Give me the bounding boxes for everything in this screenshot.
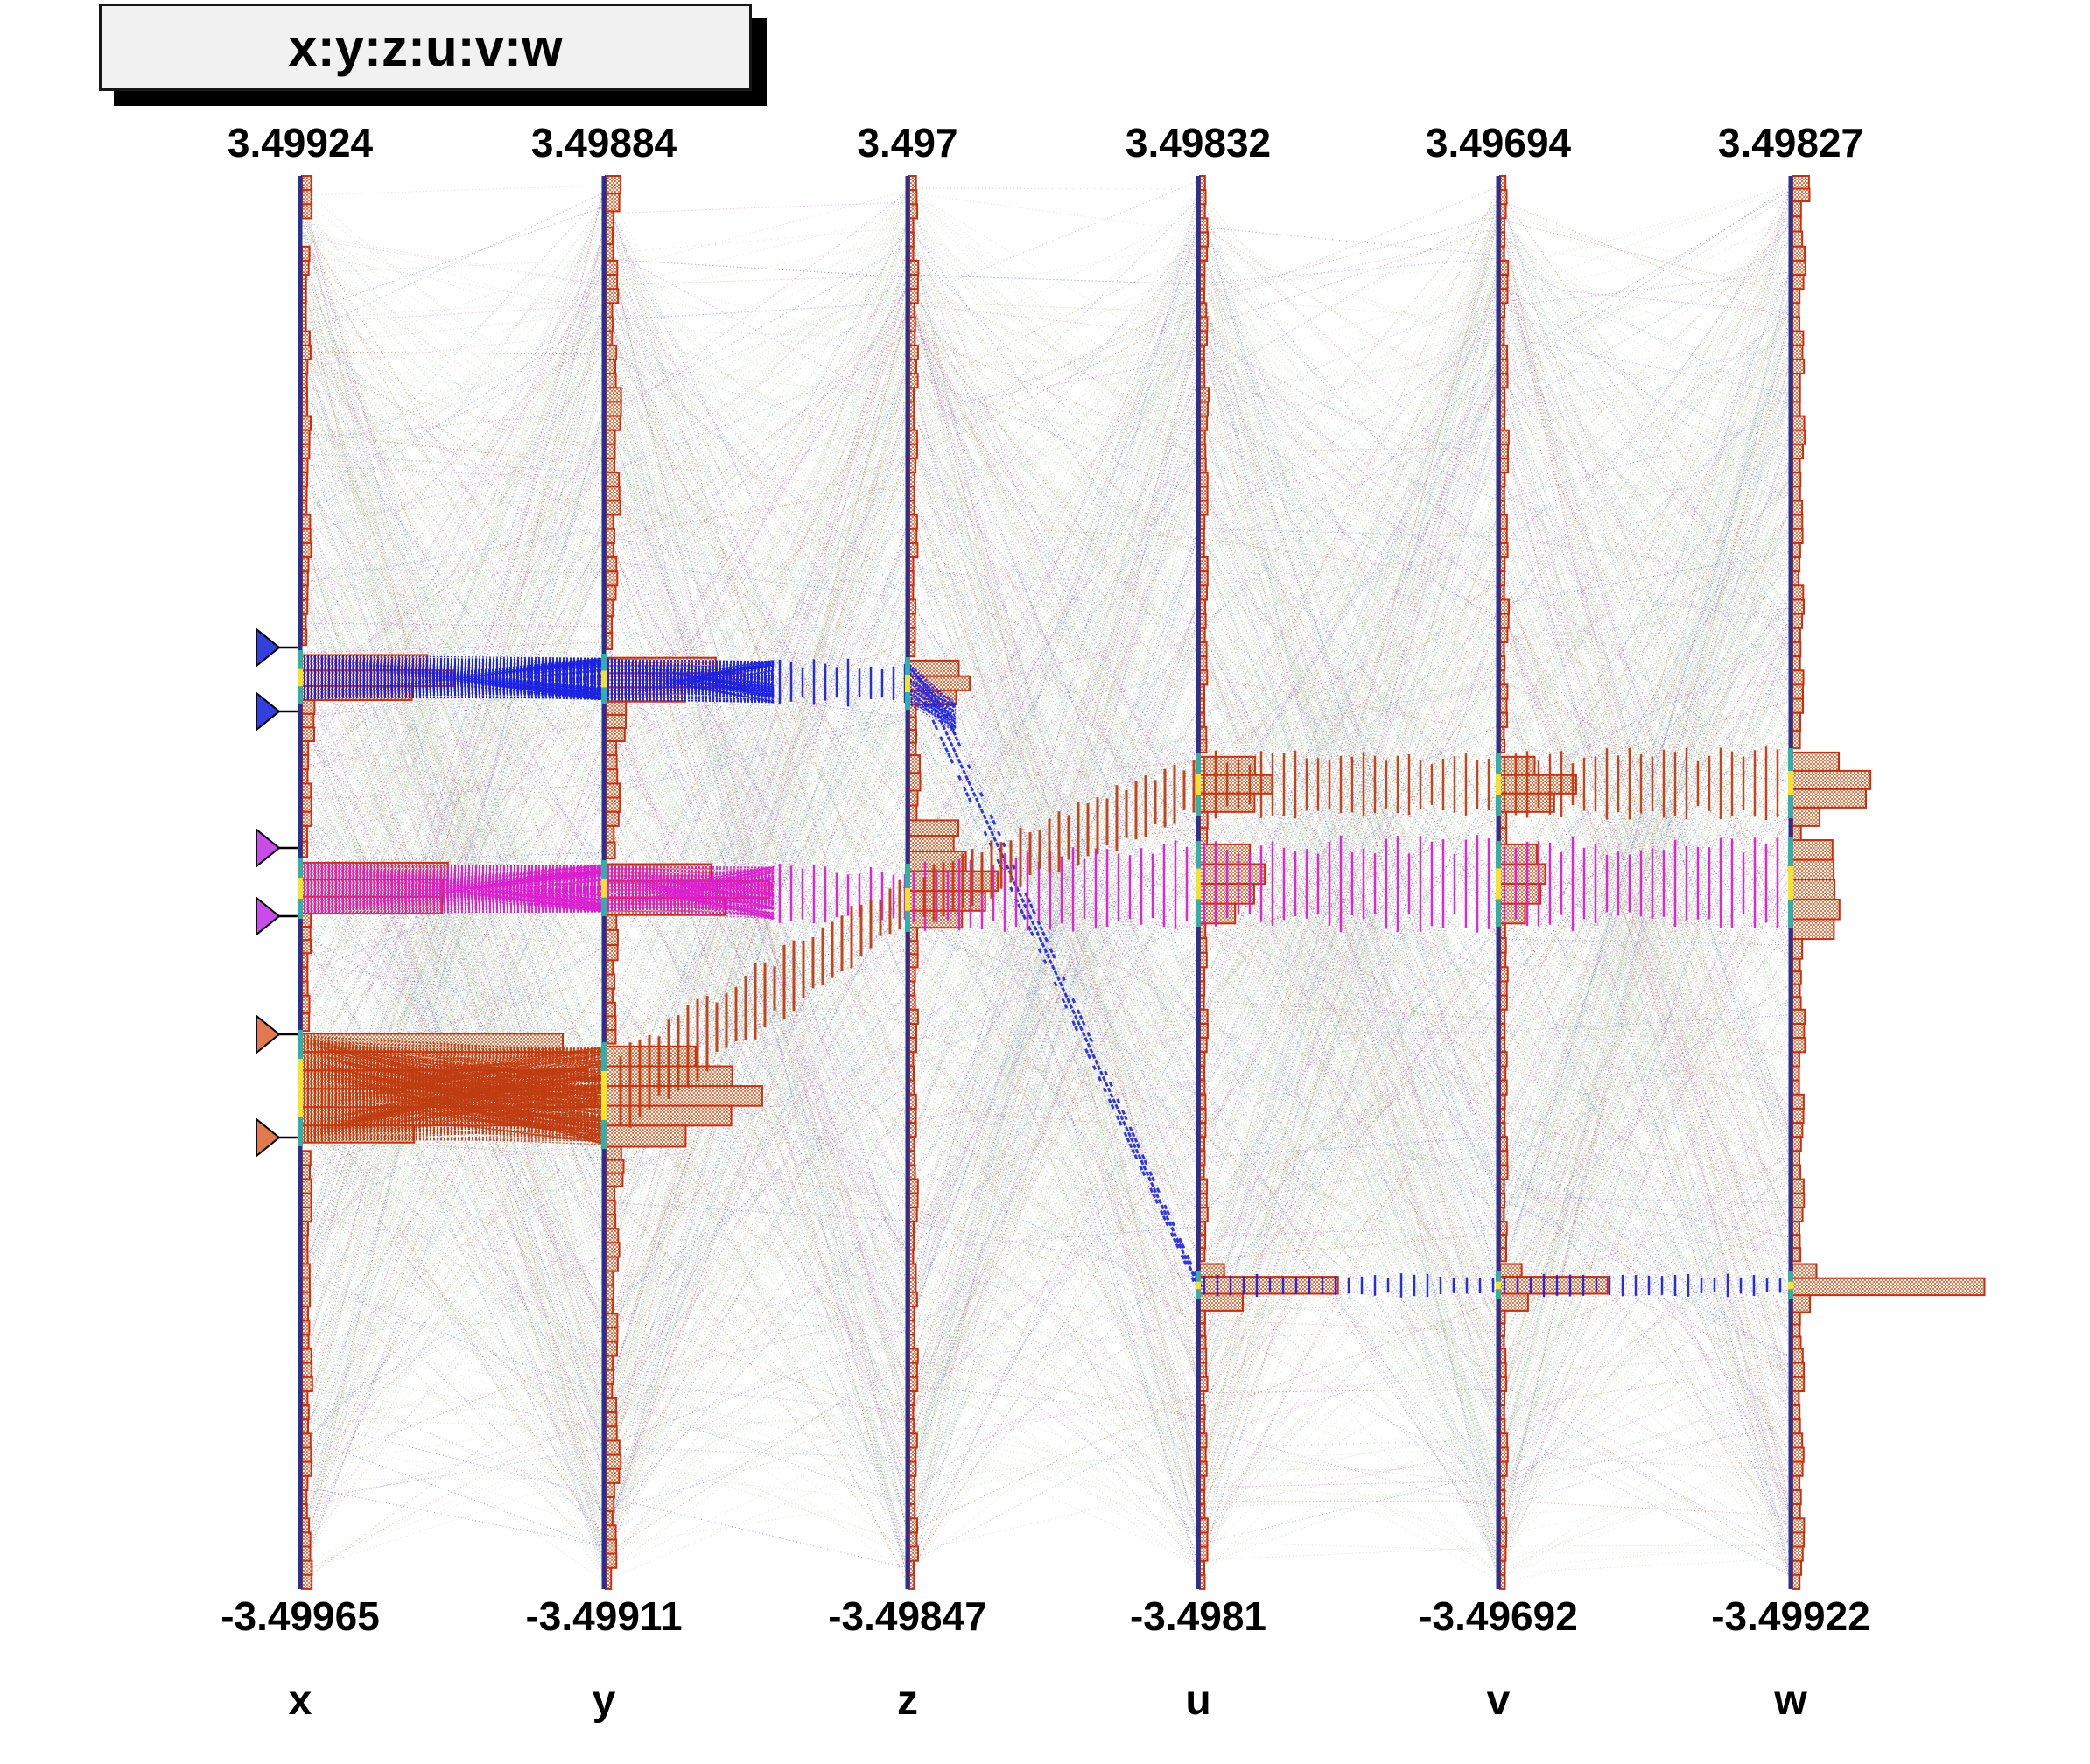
brush-extent-edge <box>1196 1271 1201 1282</box>
brush-extent-edge <box>601 1120 607 1149</box>
brush-extent-core <box>298 1059 303 1117</box>
brush-handle-blue-top[interactable] <box>256 629 279 666</box>
brush-extent-edge <box>1788 900 1793 928</box>
brush-handle-orange-top[interactable] <box>256 1016 279 1053</box>
brush-extent-edge <box>905 657 910 675</box>
brush-extent-edge <box>1196 752 1201 774</box>
title-box: x:y:z:u:v:w <box>99 4 752 91</box>
brush-extent-edge <box>298 650 303 668</box>
brush-extent-edge <box>1196 841 1201 868</box>
axis-min-label-x: -3.49965 <box>221 1592 380 1640</box>
brush-extent-edge <box>905 692 910 710</box>
brush-extent-edge <box>1788 1289 1793 1299</box>
brush-extent-edge <box>298 1030 303 1059</box>
brush-extent-edge <box>1496 1271 1501 1282</box>
brush-extent-core <box>1788 866 1793 900</box>
brush-extent-edge <box>1788 795 1793 818</box>
brush-extent-core <box>298 668 303 687</box>
brush-handle-blue-bottom[interactable] <box>256 693 279 730</box>
brush-extent-core <box>1196 1282 1201 1290</box>
brush-extent-core <box>1496 1282 1501 1290</box>
brush-extent-edge <box>298 858 303 878</box>
axis-max-label-u: 3.49832 <box>1126 119 1271 166</box>
brush-extent-edge <box>1496 795 1501 816</box>
brush-extent-edge <box>601 654 607 670</box>
brush-extent-core <box>298 878 303 899</box>
brush-handle-magenta-bottom[interactable] <box>256 898 279 934</box>
axis-max-label-z: 3.497 <box>857 119 957 166</box>
brush-extent-edge <box>1788 837 1793 866</box>
brush-extent-edge <box>298 899 303 919</box>
brush-extent-edge <box>905 911 910 932</box>
brush-extent-edge <box>601 898 607 916</box>
axis-name-label-u: u <box>1185 1676 1210 1725</box>
brush-extent-core <box>905 675 910 692</box>
brush-extent-core <box>1788 1282 1793 1290</box>
axis-min-label-y: -3.49911 <box>525 1592 682 1640</box>
parallel-coordinates-plot <box>0 0 2090 1764</box>
brush-extent-edge <box>601 688 607 704</box>
brush-extent-edge <box>601 1042 607 1071</box>
axis-name-label-w: w <box>1774 1676 1806 1725</box>
brush-extent-core <box>601 1071 607 1120</box>
brush-extent-edge <box>601 860 607 878</box>
axis-min-label-z: -3.49847 <box>828 1592 987 1640</box>
brush-handle-orange-bottom[interactable] <box>256 1119 279 1156</box>
brush-extent-core <box>601 878 607 898</box>
brush-extent-edge <box>1196 900 1201 927</box>
brush-handles <box>256 629 298 1156</box>
brush-extent-edge <box>905 867 910 888</box>
axis-name-label-x: x <box>289 1676 312 1725</box>
axis-name-label-z: z <box>897 1676 918 1725</box>
brush-extent-edge <box>1496 1289 1501 1299</box>
brush-extent-edge <box>298 686 303 704</box>
brush-extent-core <box>1196 868 1201 899</box>
brush-extent-core <box>601 670 607 687</box>
brush-extent-core <box>905 888 910 911</box>
page-title: x:y:z:u:v:w <box>288 18 562 78</box>
brush-extent-core <box>1496 868 1501 899</box>
brush-extent-edge <box>1496 841 1501 868</box>
axis-max-label-x: 3.49924 <box>228 119 373 166</box>
axis-min-label-u: -3.4981 <box>1130 1592 1266 1640</box>
brush-extent-edge <box>1196 1289 1201 1299</box>
brush-extent-edge <box>1788 748 1793 771</box>
axis-min-label-w: -3.49922 <box>1711 1592 1870 1640</box>
brush-extent-edge <box>1496 900 1501 927</box>
brush-extent-edge <box>1196 795 1201 816</box>
axis-max-label-y: 3.49884 <box>531 119 677 166</box>
brush-extent-core <box>1196 774 1201 795</box>
axis-name-label-y: y <box>593 1676 616 1725</box>
axis-min-label-v: -3.49692 <box>1419 1592 1578 1640</box>
brush-extent-core <box>1496 774 1501 795</box>
axis-name-label-v: v <box>1487 1676 1511 1725</box>
brush-extent-core <box>1788 771 1793 795</box>
brush-extent-edge <box>1788 1271 1793 1282</box>
brush-extent-edge <box>298 1117 303 1146</box>
brush-extent-edge <box>1496 752 1501 774</box>
parallel-coordinates-app: { "title": {"label": "x:y:z:u:v:w"}, "ax… <box>0 0 2090 1764</box>
brush-handle-magenta-top[interactable] <box>256 830 279 866</box>
axis-max-label-w: 3.49827 <box>1718 119 1863 166</box>
axis-max-label-v: 3.49694 <box>1426 119 1571 166</box>
